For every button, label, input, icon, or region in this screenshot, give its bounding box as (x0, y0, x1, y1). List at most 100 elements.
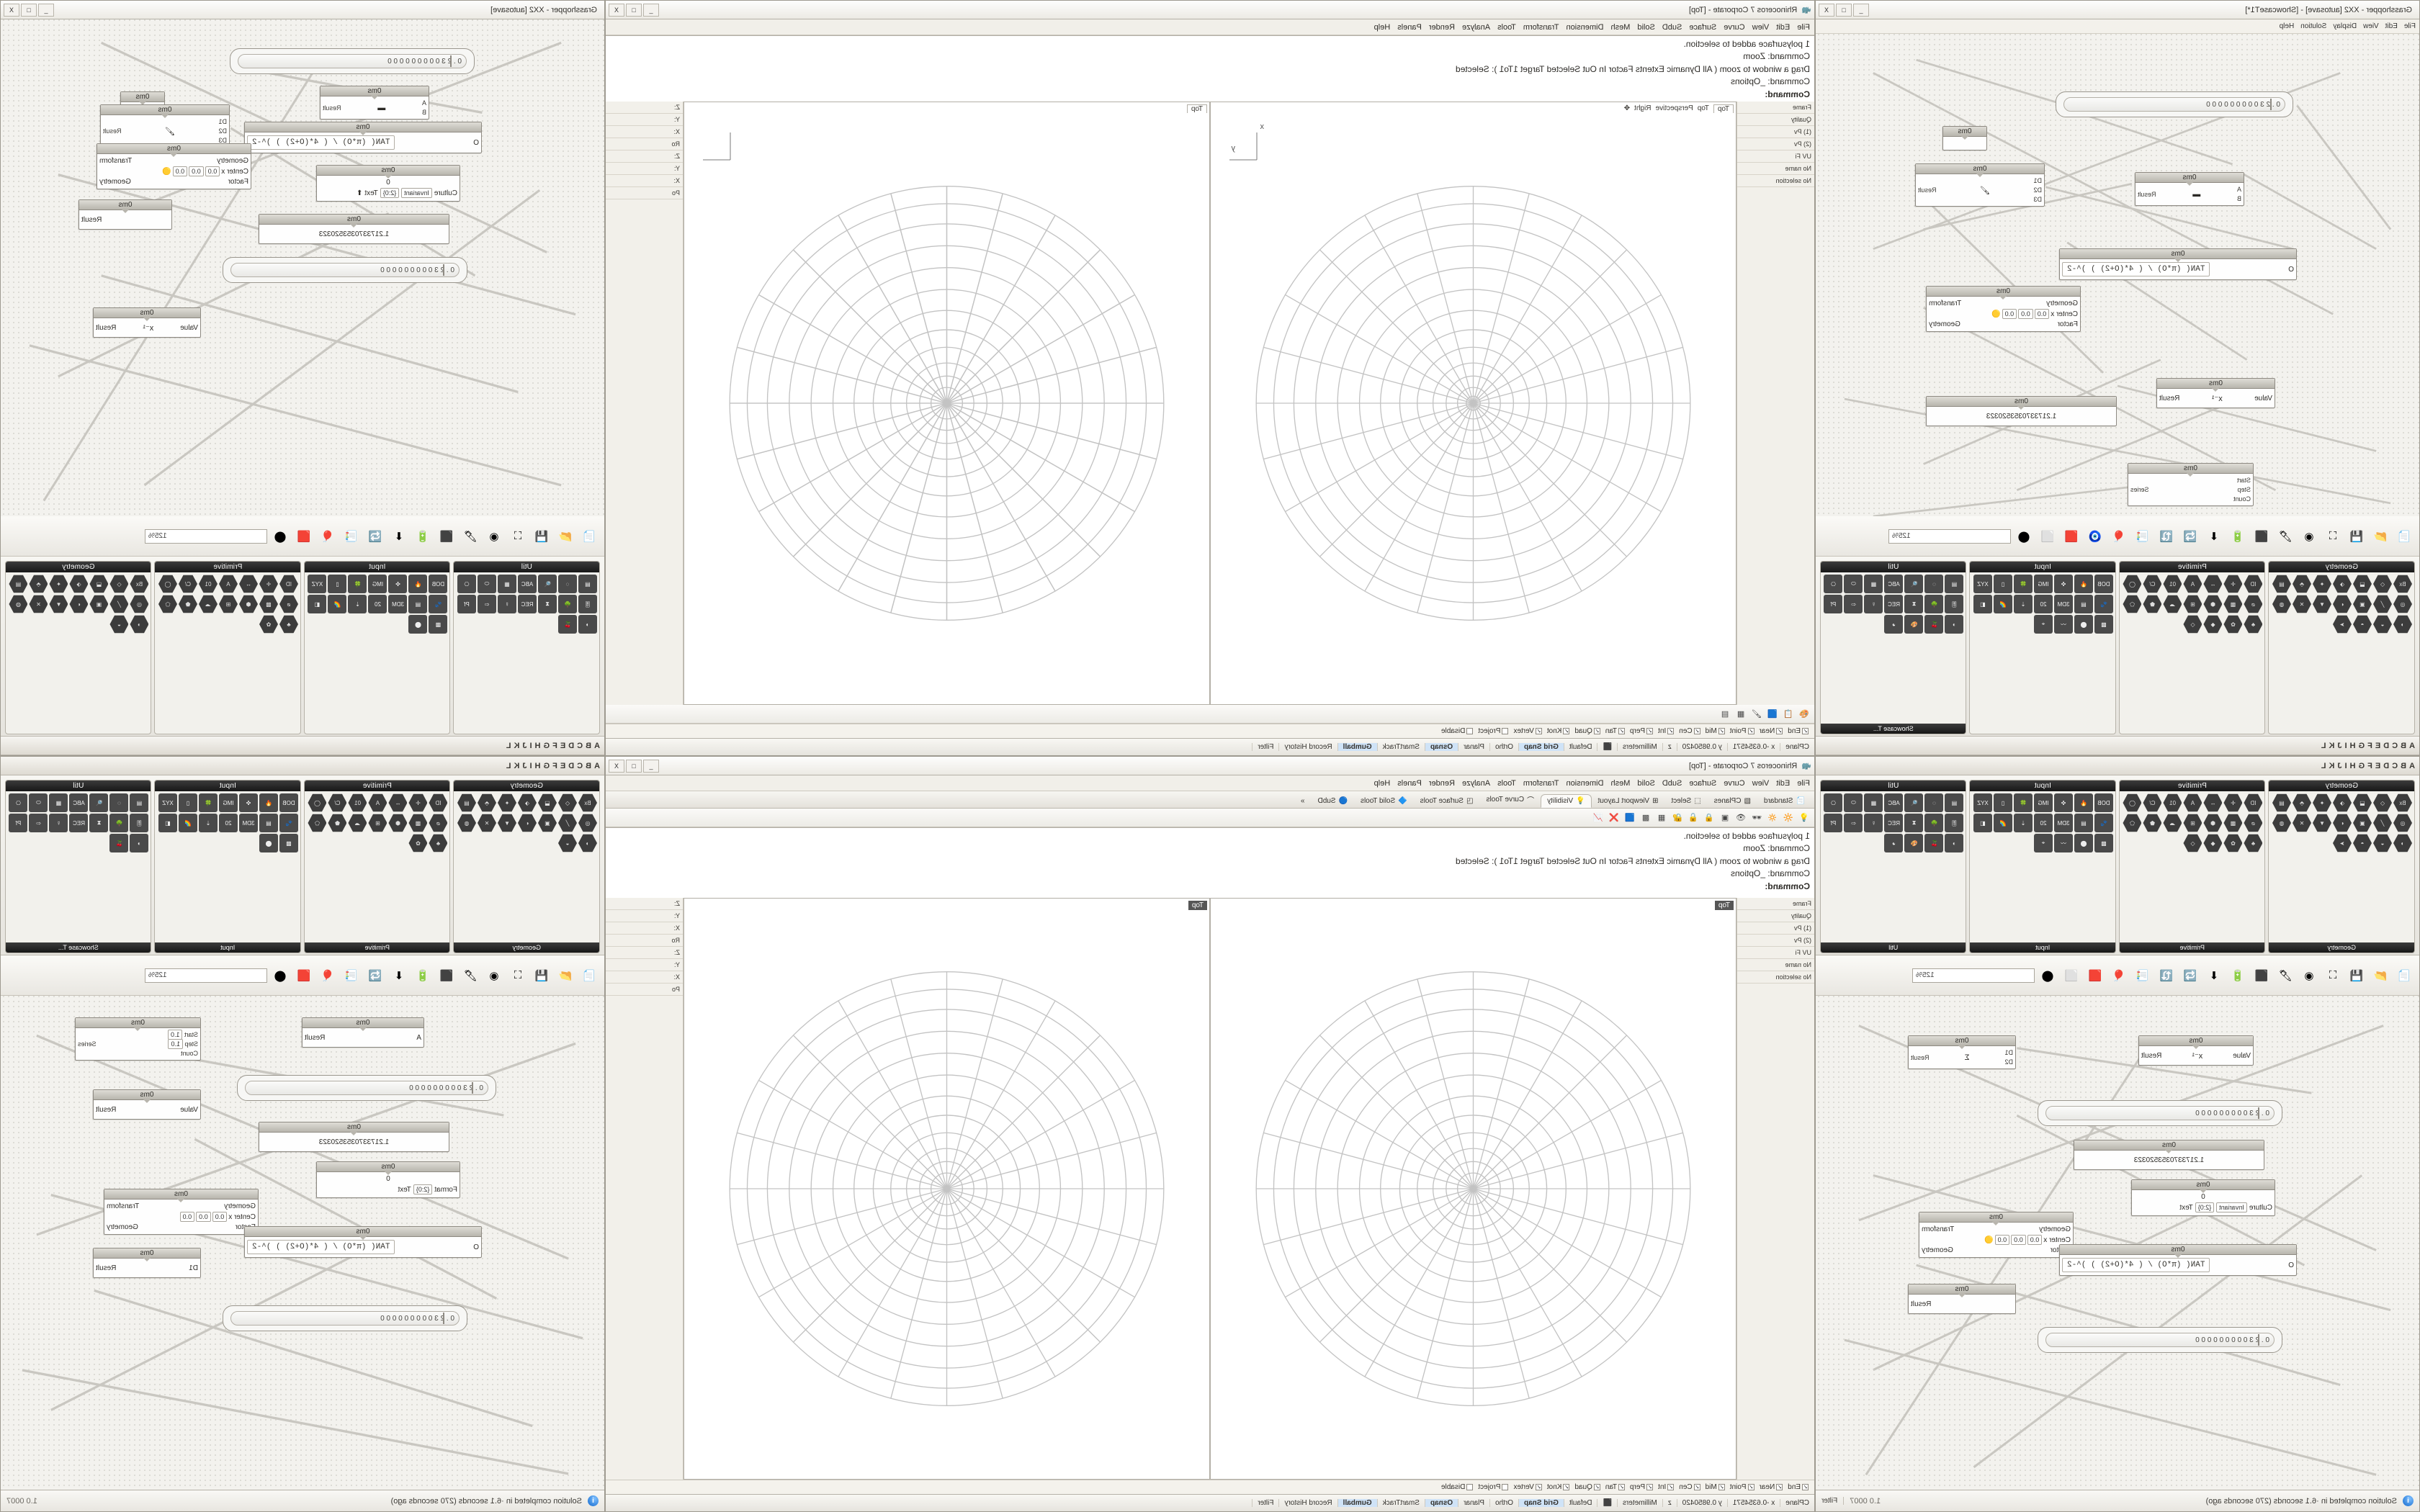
gh-tab-I[interactable]: I (2344, 741, 2347, 750)
remote-panel-icon[interactable]: 🧿 (2088, 530, 2102, 543)
focus-icon[interactable]: ◉ (489, 530, 499, 543)
minimize-button[interactable]: _ (643, 3, 659, 17)
osnap-perp[interactable]: Perp (1630, 1483, 1654, 1491)
port-factor[interactable]: Factor (2057, 320, 2078, 328)
port-d1[interactable]: D1 (189, 1264, 198, 1272)
component-icon[interactable]: REC (1884, 595, 1904, 613)
component-icon[interactable]: ▩ (2224, 814, 2243, 832)
component-icon[interactable]: 🐾 (279, 814, 298, 832)
component-icon[interactable]: ✕ (2293, 595, 2311, 613)
component-icon[interactable]: ◧ (158, 814, 177, 832)
osnap-point[interactable]: Point (1730, 1483, 1754, 1491)
port-geometry-out[interactable]: Geometry (99, 178, 131, 186)
component-icon[interactable]: 🐾 (2094, 814, 2113, 832)
widget-icon[interactable]: 🎈 (2112, 530, 2126, 543)
component-icon[interactable]: ◒ (2373, 834, 2392, 852)
palette-icons[interactable]: ▤ ◌ 🔍 ABC ▦ ⬭ ⎔ 🎚 🌳 ⧗ REC ☿ ⇦ Pf ◑ 🍒 🎨 ◕ (1821, 791, 1966, 942)
component-icon[interactable]: ✕ (478, 814, 496, 832)
component-icon[interactable]: ⌀ (2244, 814, 2263, 832)
checkbox-icon[interactable] (1618, 728, 1625, 734)
maximize-button[interactable]: □ (626, 3, 642, 17)
component-icon[interactable]: 🌳 (1924, 595, 1944, 613)
menu-help[interactable]: Help (1373, 22, 1391, 32)
component-icon[interactable]: ◧ (308, 595, 327, 613)
gh-tab-L[interactable]: L (506, 741, 511, 750)
palette-icons[interactable]: Bx ◇ ⬓ ⬗ ✦ ⬘ ▤ ◎ ╱ ▣ ◐ ▼ ✕ ◍ ◑ ◒ (6, 572, 151, 734)
osnap-cen[interactable]: Cen (1679, 727, 1700, 735)
component-icon[interactable]: ◐ (518, 814, 537, 832)
checkbox-icon[interactable] (1747, 728, 1754, 734)
component-icon[interactable]: XYZ (1973, 793, 1992, 812)
menu-tools[interactable]: Tools (1497, 22, 1516, 32)
menu-analyze[interactable]: Analyze (1461, 22, 1491, 32)
component-icon[interactable]: ⎔ (1824, 575, 1843, 593)
component-icon[interactable]: ⬤ (259, 834, 278, 852)
shaded-preview-icon[interactable]: ⬜ (2040, 530, 2055, 543)
gh-tab-H[interactable]: H (534, 761, 541, 770)
component-icon[interactable]: ◌ (109, 793, 129, 812)
gh-tab-J[interactable]: J (2337, 741, 2342, 750)
checkbox-icon[interactable] (1667, 728, 1675, 734)
slider-track[interactable]: 0 . 2 3 0 0 0 0 0 0 0 0 0 (2063, 97, 2285, 112)
component-icon[interactable]: ◯ (158, 575, 177, 593)
gh-menu-view[interactable]: View (2363, 22, 2379, 30)
menu-transform[interactable]: Transform (1523, 778, 1559, 788)
component-icon[interactable]: ◆ (2204, 615, 2223, 634)
component-icon[interactable]: 🔥 (2074, 793, 2093, 812)
port-geometry[interactable]: Geometry (2046, 300, 2078, 307)
component-icon[interactable]: ✛ (259, 575, 278, 593)
component-icon[interactable]: ⬭ (1844, 793, 1863, 812)
component-icon[interactable]: ▣ (538, 814, 557, 832)
component-icon[interactable]: ▩ (2094, 834, 2113, 852)
component-icon[interactable]: Bx (578, 793, 597, 812)
power-component[interactable]: 0ms Value x⁻¹ Result (2156, 378, 2275, 408)
component-icon[interactable]: ↔ (2204, 575, 2223, 593)
menu-surface[interactable]: Surface (1689, 22, 1717, 32)
subtraction-component[interactable]: 0ms A B ▬ Result (2135, 172, 2244, 206)
slider-grip[interactable] (2258, 1334, 2259, 1346)
grid-icon[interactable]: ▦ (1657, 814, 1666, 822)
close-button[interactable]: X (609, 3, 624, 17)
menu-render[interactable]: Render (1428, 778, 1455, 788)
scale-component[interactable]: 0ms Geometry Transform Center x 0.0 0.0 … (104, 1189, 259, 1235)
component-icon[interactable]: ♣ (2244, 615, 2263, 634)
bake-icon[interactable]: ⬇ (2209, 530, 2219, 543)
component-icon[interactable]: ➤ (2333, 834, 2352, 852)
palette-icons[interactable]: DOB 🔥 ✜ IMG 🍀 ▯ XYZ 🐾 ▤ 3DM 20 ⇣ 🌈 ◧ ▩ ⬤ 〰 ⌖ (1971, 791, 2116, 942)
gh-tab-G[interactable]: G (2358, 741, 2365, 750)
bulb-icon[interactable]: 💡 (1799, 814, 1809, 822)
component-icon[interactable]: ✿ (409, 834, 428, 852)
component-icon[interactable]: ⌀ (429, 814, 448, 832)
checkbox-icon[interactable] (1646, 728, 1654, 734)
component-icon[interactable]: ◐ (2333, 595, 2352, 613)
expression-component[interactable]: 0ms O TAN( (π*O) / ( 4*(O+2) ) )^-2 (2059, 248, 2297, 280)
menu-edit[interactable]: Edit (1776, 22, 1791, 32)
number-slider-bottom[interactable]: 0 . 2 3 0 0 0 0 0 0 0 0 0 (2038, 1327, 2282, 1353)
component-icon[interactable]: 3DM (239, 814, 258, 832)
toggle-osnap[interactable]: Osnap (1424, 743, 1458, 751)
palette-icons[interactable]: ▤ ◌ 🔍 ABC ▦ ⬭ ⎔ 🎚 🌳 ⧗ REC ☿ ⇦ Pf ◑ 🍒 🎨 ◕ (1821, 572, 1966, 724)
viewport-move-icon[interactable]: ✥ (1623, 104, 1631, 112)
mesh-preview-icon[interactable]: ⬤ (2017, 530, 2030, 543)
component-icon[interactable]: ID (429, 793, 448, 812)
component-icon[interactable]: ⬠ (2123, 595, 2142, 613)
component-icon[interactable]: ◌ (1924, 575, 1944, 593)
component-icon[interactable]: ◕ (1884, 615, 1904, 634)
gh-tab-H[interactable]: H (2349, 741, 2356, 750)
component-icon[interactable]: ⬘ (30, 575, 48, 593)
toggle-osnap[interactable]: Osnap (1424, 1499, 1458, 1507)
open-icon[interactable]: 📂 (558, 969, 573, 982)
number-slider-top[interactable]: 0 . 2 3 0 0 0 0 0 0 0 0 0 (2038, 1100, 2282, 1126)
number-panel[interactable]: 0ms 1.2173370353520323 (259, 214, 449, 244)
port-geometry[interactable]: Geometry (2039, 1225, 2071, 1233)
port-d3[interactable]: D3 (2033, 196, 2042, 203)
gh-tab-D[interactable]: D (2383, 761, 2390, 770)
zoom-extents-icon[interactable]: ⛶ (514, 969, 522, 981)
checkbox-icon[interactable] (1563, 728, 1570, 734)
component-icon[interactable]: ▼ (498, 814, 516, 832)
menu-dimension[interactable]: Dimension (1566, 22, 1604, 32)
gh-tab-A[interactable]: A (2409, 741, 2415, 750)
open-icon[interactable]: 📂 (558, 530, 573, 543)
component-icon[interactable]: ◑ (578, 834, 597, 852)
save-icon[interactable]: 💾 (534, 969, 549, 982)
